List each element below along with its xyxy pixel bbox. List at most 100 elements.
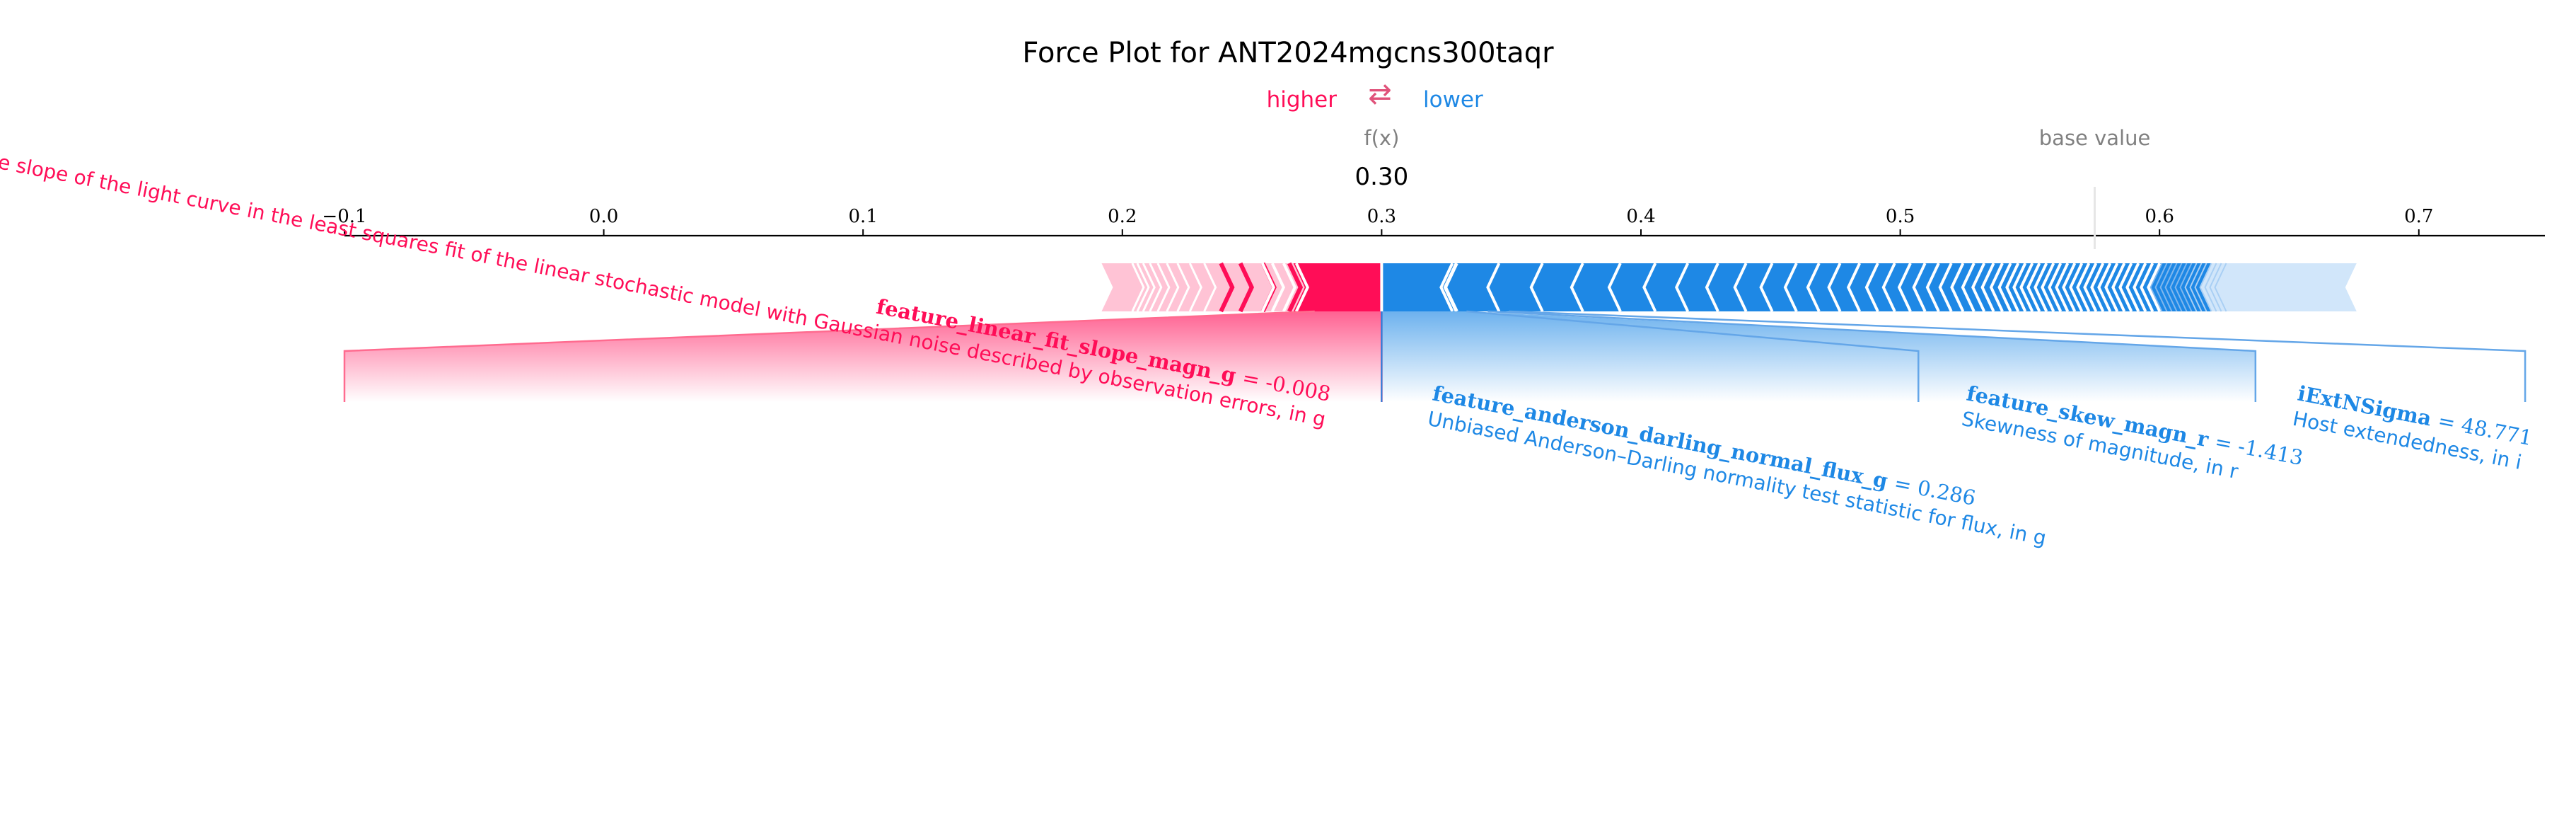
axis-tick-label: 0.7 <box>2404 206 2433 227</box>
positive-chevron <box>1136 263 1150 312</box>
positive-chevron <box>1188 263 1202 312</box>
negative-chevron <box>2111 263 2126 312</box>
negative-chevron <box>2083 263 2098 312</box>
negative-chevron <box>1971 263 1986 312</box>
positive-chevron-white <box>1260 263 1275 312</box>
negative-chevron <box>2055 263 2070 312</box>
negative-chevron <box>1642 263 1657 312</box>
direction-legend: higher ⇄ lower <box>1267 78 1483 113</box>
negative-chevron <box>1980 263 1995 312</box>
axis-tick-label: 0.1 <box>849 206 878 227</box>
negative-chevron <box>1733 263 1748 312</box>
negative-chevron-fade <box>2184 263 2198 312</box>
axis-tick-label: 0.3 <box>1367 206 1396 227</box>
feature-description: Unbiased Anderson–Darling normality test… <box>1426 407 2048 550</box>
negative-chevron-fade <box>2149 263 2163 312</box>
positive-chevron-white <box>1294 263 1309 312</box>
negative-chevron-fade <box>2159 263 2173 312</box>
negative-chevron <box>2076 263 2091 312</box>
negative-connector-line <box>1487 310 2257 402</box>
positive-chevron <box>1142 263 1156 312</box>
negative-chevron-fade <box>2194 263 2207 312</box>
x-axis: −0.1 0.0 0.1 0.2 0.3 0.4 0.5 0.6 0.7 <box>322 187 2545 249</box>
legend-arrows-icon: ⇄ <box>1368 78 1392 110</box>
negative-chevron <box>2125 263 2140 312</box>
negative-chevron-fade <box>2169 263 2183 312</box>
negative-chevron-fade <box>2164 263 2178 312</box>
negative-chevron <box>1897 263 1912 312</box>
negative-chevron <box>1759 263 1774 312</box>
axis-tick-label: 0.6 <box>2145 206 2174 227</box>
negative-chevron <box>2118 263 2133 312</box>
negative-chevron <box>2133 263 2147 312</box>
negative-chevron-fade <box>2189 263 2203 312</box>
positive-connector-fill <box>344 311 1382 402</box>
axis-tick-label: 0.4 <box>1626 206 1655 227</box>
negative-chevron <box>1925 263 1940 312</box>
negative-chevron <box>1529 263 1544 312</box>
positive-chevron <box>1156 263 1171 312</box>
negative-chevron <box>1705 263 1719 312</box>
negative-chevron <box>2090 263 2105 312</box>
negative-chevron <box>1997 263 2012 312</box>
negative-chevron <box>1783 263 1798 312</box>
positive-chevron <box>1238 262 1254 313</box>
negative-chevron <box>2019 263 2034 312</box>
feature-connectors <box>343 310 2526 402</box>
negative-chevron <box>1912 263 1927 312</box>
positive-chevron <box>1149 263 1163 312</box>
fx-value: 0.30 <box>1355 163 1409 191</box>
force-bars <box>1101 262 2357 313</box>
negative-chevron <box>2062 263 2077 312</box>
negative-chevron-first <box>1443 262 1458 313</box>
negative-chevron <box>2104 263 2119 312</box>
positive-chevron <box>1203 263 1217 312</box>
negative-chevron-fade <box>2204 263 2217 312</box>
axis-tick-label: 0.0 <box>589 206 618 227</box>
negative-chevron <box>1989 263 2004 312</box>
axis-tick-label: 0.2 <box>1108 206 1137 227</box>
negative-chevron-fade <box>2174 263 2188 312</box>
negative-chevron-fade <box>2199 263 2212 312</box>
positive-chevron <box>1131 263 1145 312</box>
negative-chevron <box>1881 263 1896 312</box>
negative-chevron <box>1570 263 1584 312</box>
positive-chevron <box>1219 262 1235 313</box>
negative-chevron <box>1439 263 1454 312</box>
negative-connector-line <box>1509 310 2526 402</box>
feature-label-group: feature_anderson_darling_normal_flux_g = … <box>1426 381 2048 550</box>
axis-tick-label: 0.5 <box>1886 206 1915 227</box>
negative-chevron <box>2140 263 2154 312</box>
negative-chevron <box>1938 263 1953 312</box>
negative-chevron <box>1675 263 1690 312</box>
negative-chevron <box>2005 263 2020 312</box>
negative-chevron-fade <box>2179 263 2193 312</box>
fx-label: f(x) <box>1364 126 1399 150</box>
negative-connector-line <box>1466 310 1920 402</box>
negative-chevron <box>1846 263 1862 312</box>
positive-chevron <box>1176 263 1190 312</box>
negative-chevron-fade <box>2214 263 2227 312</box>
negative-chevron <box>2069 263 2084 312</box>
negative-chevron <box>1486 263 1501 312</box>
negative-chevron <box>2048 263 2062 312</box>
legend-higher: higher <box>1267 87 1338 113</box>
chart-title: Force Plot for ANT2024mgcns300taqr <box>1022 37 1554 69</box>
negative-bar-tail <box>2200 263 2357 311</box>
positive-chevron <box>1287 262 1304 313</box>
negative-chevron <box>1607 263 1622 312</box>
negative-chevron <box>1950 263 1965 312</box>
positive-chevron <box>1166 263 1180 312</box>
negative-chevron <box>1864 263 1879 312</box>
negative-chevron <box>2012 263 2027 312</box>
positive-connector-line <box>343 310 1315 402</box>
negative-chevron-fade <box>2154 263 2168 312</box>
negative-chevron <box>2033 263 2048 312</box>
legend-lower: lower <box>1423 87 1483 113</box>
negative-chevron <box>2097 263 2112 312</box>
negative-chevron <box>1806 263 1821 312</box>
negative-chevron <box>1961 263 1975 312</box>
negative-chevron-fade <box>2209 263 2222 312</box>
base-value-label: base value <box>2039 126 2151 150</box>
